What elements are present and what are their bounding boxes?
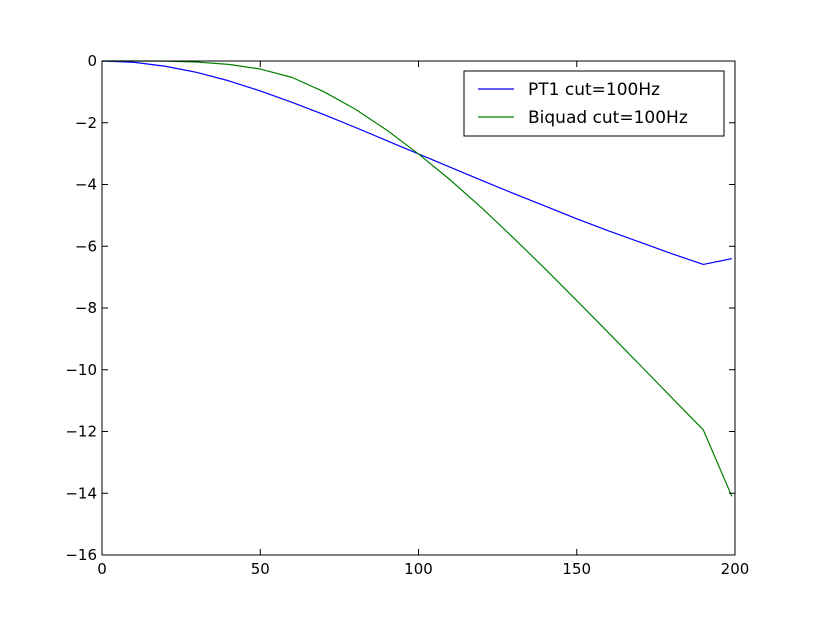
x-tick-label: 0 xyxy=(97,560,107,578)
y-tick-label: −2 xyxy=(75,114,97,132)
y-tick-label: −14 xyxy=(65,484,97,502)
axes-layer: 0 50 100 150 200 0 −2 −4 −6 −8 −10 −12 −14 −16 xyxy=(65,52,749,578)
x-tick-label: 50 xyxy=(251,560,270,578)
legend-box xyxy=(463,70,725,137)
y-tick-label: −8 xyxy=(75,299,97,317)
y-tick-label: −4 xyxy=(75,176,97,194)
x-tick-label: 150 xyxy=(562,560,591,578)
y-tick-label: 0 xyxy=(87,52,97,70)
legend: PT1 cut=100Hz Biquad cut=100Hz xyxy=(463,70,725,137)
y-tick-label: −16 xyxy=(65,546,97,564)
plot-background xyxy=(102,61,735,555)
y-tick-label: −12 xyxy=(65,423,97,441)
legend-label-1: Biquad cut=100Hz xyxy=(528,108,688,128)
y-tick-label: −10 xyxy=(65,361,97,379)
legend-label-0: PT1 cut=100Hz xyxy=(528,80,660,100)
y-tick-label: −6 xyxy=(75,237,97,255)
x-tick-label: 200 xyxy=(721,560,750,578)
x-tick-label: 100 xyxy=(404,560,433,578)
series-line-1 xyxy=(102,60,733,497)
series-layer xyxy=(101,60,733,497)
plot-area xyxy=(102,61,735,555)
